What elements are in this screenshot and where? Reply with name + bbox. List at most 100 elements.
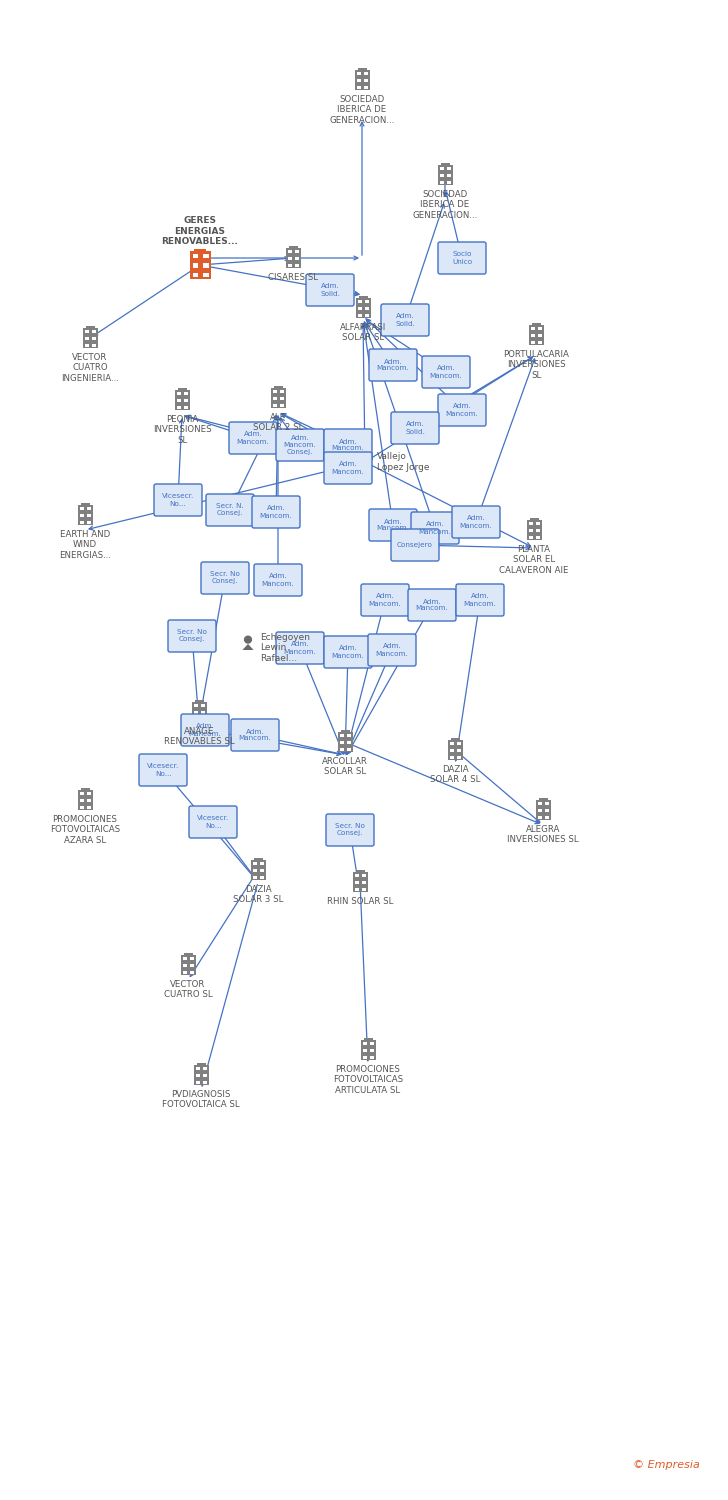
Bar <box>365 72 368 75</box>
Text: PEONIA
INVERSIONES
SL: PEONIA INVERSIONES SL <box>153 416 211 446</box>
Bar <box>183 970 186 974</box>
Bar <box>271 388 285 408</box>
Text: Adm.
Mancom.: Adm. Mancom. <box>416 598 448 612</box>
Text: Adm.
Mancom.: Adm. Mancom. <box>261 573 294 586</box>
Bar <box>531 334 535 338</box>
Bar <box>448 180 451 183</box>
Bar <box>363 1042 367 1046</box>
Bar <box>203 1066 207 1070</box>
Bar <box>184 405 189 408</box>
Bar <box>451 738 459 740</box>
Bar <box>191 964 194 968</box>
Bar <box>77 506 92 525</box>
Bar <box>280 398 284 400</box>
FancyBboxPatch shape <box>254 564 302 596</box>
Bar <box>371 1056 374 1059</box>
Bar <box>539 798 547 800</box>
Bar <box>537 522 540 525</box>
FancyBboxPatch shape <box>324 429 372 460</box>
Bar <box>529 530 533 532</box>
Bar <box>285 248 301 268</box>
Text: Adm.
Mancom.: Adm. Mancom. <box>239 729 272 741</box>
Text: Adm.
Mancom.
Consej.: Adm. Mancom. Consej. <box>284 435 317 454</box>
Bar <box>539 327 542 330</box>
Bar <box>347 747 351 750</box>
Text: Adm.
Mancom.: Adm. Mancom. <box>430 366 462 378</box>
Bar <box>347 734 351 736</box>
Bar <box>203 273 209 278</box>
Bar <box>440 174 444 177</box>
Bar <box>87 792 91 795</box>
Bar <box>253 862 257 865</box>
Bar <box>355 880 359 884</box>
Bar <box>273 390 277 393</box>
Bar <box>184 392 189 394</box>
Bar <box>202 711 205 714</box>
Bar <box>357 86 361 88</box>
Bar <box>358 314 362 316</box>
Bar <box>273 404 277 406</box>
Bar <box>189 251 210 279</box>
Bar <box>539 340 542 344</box>
Bar <box>178 388 186 390</box>
Bar <box>457 748 462 752</box>
Bar <box>194 711 198 714</box>
FancyBboxPatch shape <box>391 530 439 561</box>
Bar <box>196 1066 199 1070</box>
Bar <box>274 387 282 388</box>
Bar <box>85 338 89 340</box>
Text: Secr. No
Consej.: Secr. No Consej. <box>335 824 365 837</box>
Bar <box>365 314 369 316</box>
Bar <box>253 876 257 879</box>
Text: Secr. No
Consej.: Secr. No Consej. <box>177 630 207 642</box>
Bar <box>77 790 92 810</box>
Bar <box>529 522 533 525</box>
FancyBboxPatch shape <box>381 304 429 336</box>
Text: VECTOR
CUATRO
INGENIERIA...: VECTOR CUATRO INGENIERIA... <box>61 352 119 382</box>
Polygon shape <box>360 458 371 464</box>
Bar <box>545 808 549 812</box>
Bar <box>85 344 89 346</box>
FancyBboxPatch shape <box>276 632 324 664</box>
Bar <box>261 862 264 865</box>
Bar <box>438 165 453 184</box>
Text: Adm.
Mancom.: Adm. Mancom. <box>332 438 365 452</box>
Bar <box>347 741 351 744</box>
Bar <box>253 868 257 871</box>
FancyBboxPatch shape <box>369 350 417 381</box>
Text: Secr. No
Consej.: Secr. No Consej. <box>210 572 240 585</box>
Text: Adm.
Solid.: Adm. Solid. <box>320 284 340 297</box>
Bar <box>280 404 284 406</box>
Bar <box>250 859 266 880</box>
Text: Adm.
Mancom.: Adm. Mancom. <box>464 594 496 606</box>
Text: Secr. N.
Consej.: Secr. N. Consej. <box>216 504 244 516</box>
Text: PLANTA
SOLAR EL
CALAVERON AIE: PLANTA SOLAR EL CALAVERON AIE <box>499 544 569 574</box>
Bar <box>288 256 292 259</box>
Text: Adm.
Mancom.: Adm. Mancom. <box>446 404 478 417</box>
FancyBboxPatch shape <box>139 754 187 786</box>
Bar <box>450 756 454 759</box>
Text: Adm.
Mancom.: Adm. Mancom. <box>189 723 221 736</box>
Bar <box>538 808 542 812</box>
Bar <box>536 800 550 820</box>
FancyBboxPatch shape <box>326 815 374 846</box>
Bar <box>197 1064 205 1065</box>
FancyBboxPatch shape <box>324 636 372 668</box>
Bar <box>340 741 344 744</box>
Bar <box>365 308 369 310</box>
FancyBboxPatch shape <box>206 494 254 526</box>
FancyBboxPatch shape <box>229 422 277 454</box>
FancyBboxPatch shape <box>201 562 249 594</box>
Bar <box>203 254 209 258</box>
FancyBboxPatch shape <box>422 356 470 388</box>
Bar <box>80 507 84 510</box>
Bar <box>203 1080 207 1083</box>
Bar <box>177 399 181 402</box>
Bar <box>261 868 264 871</box>
Bar <box>358 297 368 298</box>
Text: PROMOCIONES
FOTOVOLTAICAS
AZARA SL: PROMOCIONES FOTOVOLTAICAS AZARA SL <box>50 815 120 844</box>
Bar <box>365 80 368 82</box>
Bar <box>280 390 284 393</box>
Bar <box>183 964 186 968</box>
Text: Consejero: Consejero <box>397 542 433 548</box>
